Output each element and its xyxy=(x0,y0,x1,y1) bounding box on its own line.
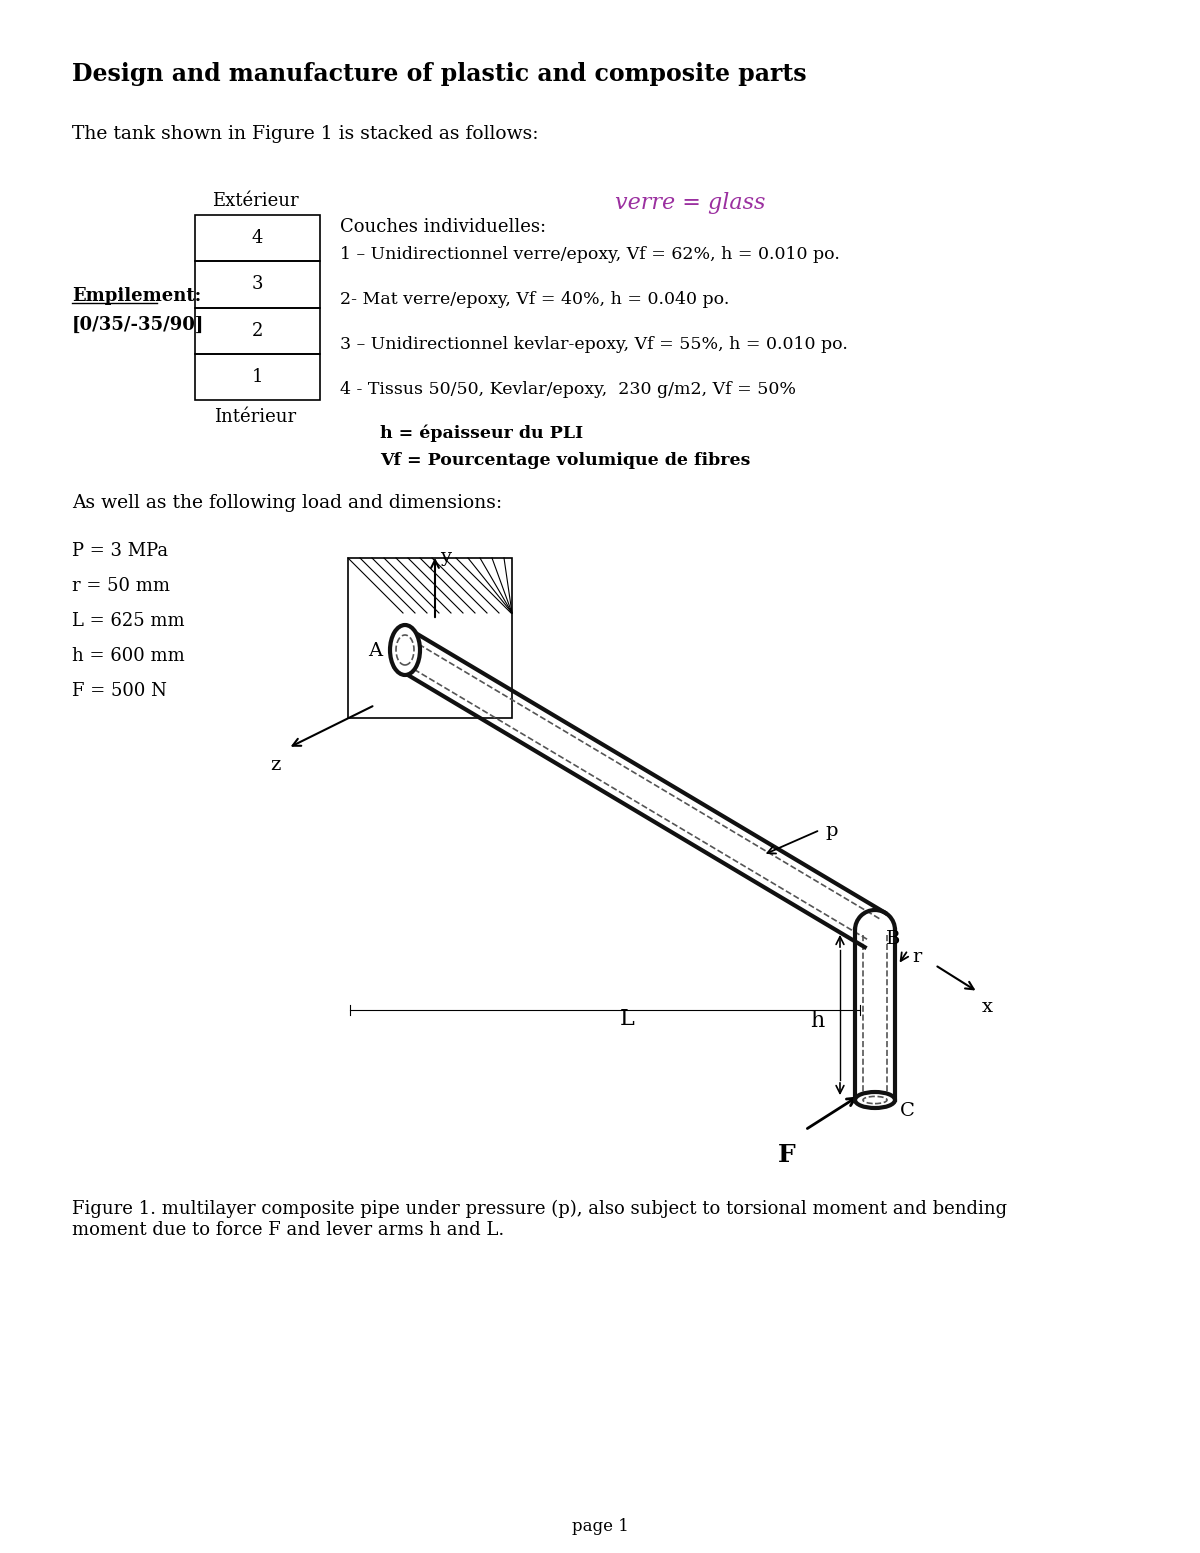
Text: Empilement:: Empilement: xyxy=(72,287,202,304)
Text: F: F xyxy=(778,1143,796,1166)
Text: Couches individuelles:: Couches individuelles: xyxy=(340,217,546,236)
Text: B: B xyxy=(886,930,900,947)
Text: F = 500 N: F = 500 N xyxy=(72,682,167,700)
Text: 1 – Unidirectionnel verre/epoxy, Vf = 62%, h = 0.010 po.: 1 – Unidirectionnel verre/epoxy, Vf = 62… xyxy=(340,245,840,262)
Ellipse shape xyxy=(390,624,420,676)
Text: As well as the following load and dimensions:: As well as the following load and dimens… xyxy=(72,494,502,512)
Text: L = 625 mm: L = 625 mm xyxy=(72,612,185,631)
Text: The tank shown in Figure 1 is stacked as follows:: The tank shown in Figure 1 is stacked as… xyxy=(72,124,539,143)
Text: h = épaisseur du PLI: h = épaisseur du PLI xyxy=(380,426,583,443)
Text: Intérieur: Intérieur xyxy=(214,408,296,426)
Text: [0/35/-35/90]: [0/35/-35/90] xyxy=(72,315,204,334)
Text: 3: 3 xyxy=(252,275,263,294)
Text: Design and manufacture of plastic and composite parts: Design and manufacture of plastic and co… xyxy=(72,62,806,85)
Text: h = 600 mm: h = 600 mm xyxy=(72,648,185,665)
Text: A: A xyxy=(368,641,382,660)
Text: L: L xyxy=(620,1008,635,1030)
Text: page 1: page 1 xyxy=(571,1517,629,1534)
Text: r = 50 mm: r = 50 mm xyxy=(72,578,170,595)
Text: P = 3 MPa: P = 3 MPa xyxy=(72,542,168,561)
Text: Figure 1. multilayer composite pipe under pressure (p), also subject to torsiona: Figure 1. multilayer composite pipe unde… xyxy=(72,1200,1007,1239)
Text: p: p xyxy=(826,822,838,840)
Text: 3 – Unidirectionnel kevlar-epoxy, Vf = 55%, h = 0.010 po.: 3 – Unidirectionnel kevlar-epoxy, Vf = 5… xyxy=(340,335,848,353)
Text: z: z xyxy=(270,756,281,773)
Text: 2: 2 xyxy=(252,321,263,340)
Text: verre = glass: verre = glass xyxy=(616,193,766,214)
Text: Vf = Pourcentage volumique de fibres: Vf = Pourcentage volumique de fibres xyxy=(380,452,750,469)
Text: 4: 4 xyxy=(252,230,263,247)
Text: Extérieur: Extérieur xyxy=(211,193,299,210)
Text: 1: 1 xyxy=(252,368,263,385)
Text: C: C xyxy=(900,1103,914,1120)
Text: x: x xyxy=(982,999,994,1016)
Text: y: y xyxy=(440,548,451,565)
Ellipse shape xyxy=(854,1092,895,1107)
Text: h: h xyxy=(810,1009,824,1033)
Text: 2- Mat verre/epoxy, Vf = 40%, h = 0.040 po.: 2- Mat verre/epoxy, Vf = 40%, h = 0.040 … xyxy=(340,290,730,307)
Text: r: r xyxy=(912,947,922,966)
Text: 4 - Tissus 50/50, Kevlar/epoxy,  230 g/m2, Vf = 50%: 4 - Tissus 50/50, Kevlar/epoxy, 230 g/m2… xyxy=(340,380,796,398)
